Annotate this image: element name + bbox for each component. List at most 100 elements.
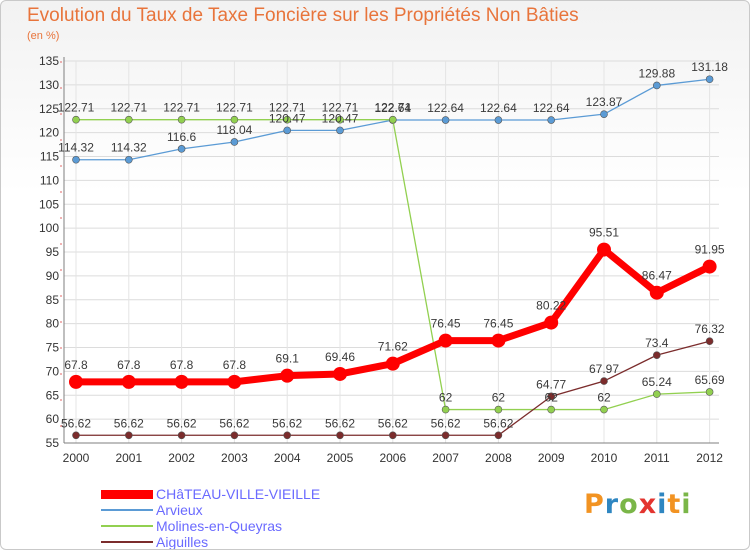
data-point (336, 126, 344, 135)
data-point (547, 116, 556, 124)
data-point (544, 315, 559, 330)
data-point (72, 431, 80, 440)
data-point (230, 138, 239, 146)
data-point (333, 366, 347, 381)
data-label: 56.62 (378, 416, 408, 430)
data-point (441, 431, 450, 440)
y-tick-label: 120 (39, 126, 59, 140)
data-label: 71.62 (378, 340, 408, 354)
x-tick-label: 2002 (168, 451, 195, 465)
data-point (227, 374, 242, 389)
data-label: 64.77 (536, 377, 566, 391)
y-tick-label: 135 (39, 54, 59, 68)
data-point (177, 431, 186, 440)
logo-letter: x (638, 489, 658, 520)
data-point (705, 388, 714, 396)
data-label: 67.8 (223, 358, 247, 372)
x-tick-label: 2009 (538, 451, 565, 465)
legend-label: Arvieux (156, 502, 203, 518)
data-label: 56.62 (483, 416, 513, 430)
data-point (547, 392, 556, 401)
y-tick-label: 60 (46, 412, 60, 426)
data-label: 56.62 (167, 416, 197, 430)
data-label: 122.71 (163, 101, 200, 115)
x-tick-label: 2000 (63, 451, 90, 465)
logo-letter: t (667, 489, 682, 520)
data-label: 56.62 (219, 416, 249, 430)
y-tick-label: 100 (39, 221, 59, 235)
axes: 55 60 65 70 75 80 85 90 95 100 105 110 115 120 125 130 1… (39, 54, 723, 465)
data-label: 62 (492, 391, 506, 405)
data-point (494, 431, 503, 440)
data-label: 122.64 (374, 101, 411, 115)
y-tick-label: 55 (46, 436, 60, 450)
data-point (121, 374, 136, 389)
chart-title: Evolution du Taux de Taxe Foncière sur l… (27, 5, 579, 26)
data-point (283, 431, 292, 440)
data-label: 123.87 (586, 95, 623, 109)
x-tick-label: 2010 (591, 451, 618, 465)
legend-label: Molines-en-Queyras (156, 518, 283, 534)
data-point (705, 337, 714, 345)
x-tick-label: 2001 (115, 451, 142, 465)
x-tick-label: 2012 (696, 451, 723, 465)
data-label: 62 (439, 391, 453, 405)
data-label: 65.69 (695, 373, 725, 387)
data-point (336, 115, 344, 124)
grid (64, 60, 719, 444)
data-label: 56.62 (272, 416, 302, 430)
y-tick-label: 115 (40, 150, 59, 164)
data-point (385, 356, 400, 371)
logo-letter: o (619, 489, 639, 520)
data-point (600, 110, 608, 118)
data-point (494, 405, 503, 414)
legend-label: CHâTEAU-VILLE-VIEILLE (156, 486, 321, 502)
y-tick-label: 70 (46, 364, 60, 378)
data-point (72, 155, 80, 164)
data-label: 122.64 (480, 101, 517, 115)
x-tick-label: 2008 (485, 451, 512, 465)
data-label: 67.8 (170, 358, 194, 372)
data-point (438, 333, 453, 348)
x-tick-label: 2011 (644, 451, 670, 465)
data-label: 122.64 (533, 101, 570, 115)
data-point (702, 259, 717, 274)
data-point (174, 374, 189, 389)
y-tick-label: 105 (39, 197, 59, 211)
logo-letter: r (604, 489, 620, 520)
data-point (491, 333, 506, 348)
data-label: 114.32 (111, 141, 147, 155)
data-label: 56.62 (61, 416, 91, 430)
data-point (652, 81, 661, 90)
x-tick-label: 2006 (379, 451, 406, 465)
data-point (230, 115, 239, 124)
data-label: 122.71 (58, 101, 95, 115)
x-tick-label: 2004 (274, 451, 301, 465)
proxiti-logo: Proxiti (584, 489, 692, 520)
legend-label: Aiguilles (156, 534, 209, 550)
data-label: 56.62 (431, 416, 461, 430)
data-point (72, 115, 80, 124)
data-label: 95.51 (589, 226, 619, 240)
data-label: 73.4 (645, 336, 669, 350)
y-tick-label: 110 (40, 173, 59, 187)
data-label: 116.6 (167, 130, 196, 144)
legend-swatch (101, 490, 153, 499)
data-point (597, 242, 611, 257)
y-tick-label: 75 (46, 341, 60, 355)
legend-swatch (101, 509, 153, 511)
data-label: 120.47 (322, 111, 359, 125)
logo-letter: P (584, 489, 605, 520)
data-label: 122.64 (427, 101, 464, 115)
x-tick-label: 2007 (432, 451, 459, 465)
data-label: 120.47 (269, 111, 306, 125)
data-point (177, 145, 186, 153)
data-point (125, 115, 133, 124)
data-point (283, 115, 292, 124)
data-label: 122.71 (269, 101, 306, 115)
data-point (441, 116, 450, 124)
data-label: 122.71 (216, 101, 253, 115)
data-point (547, 405, 556, 414)
legend-swatch (101, 541, 153, 543)
